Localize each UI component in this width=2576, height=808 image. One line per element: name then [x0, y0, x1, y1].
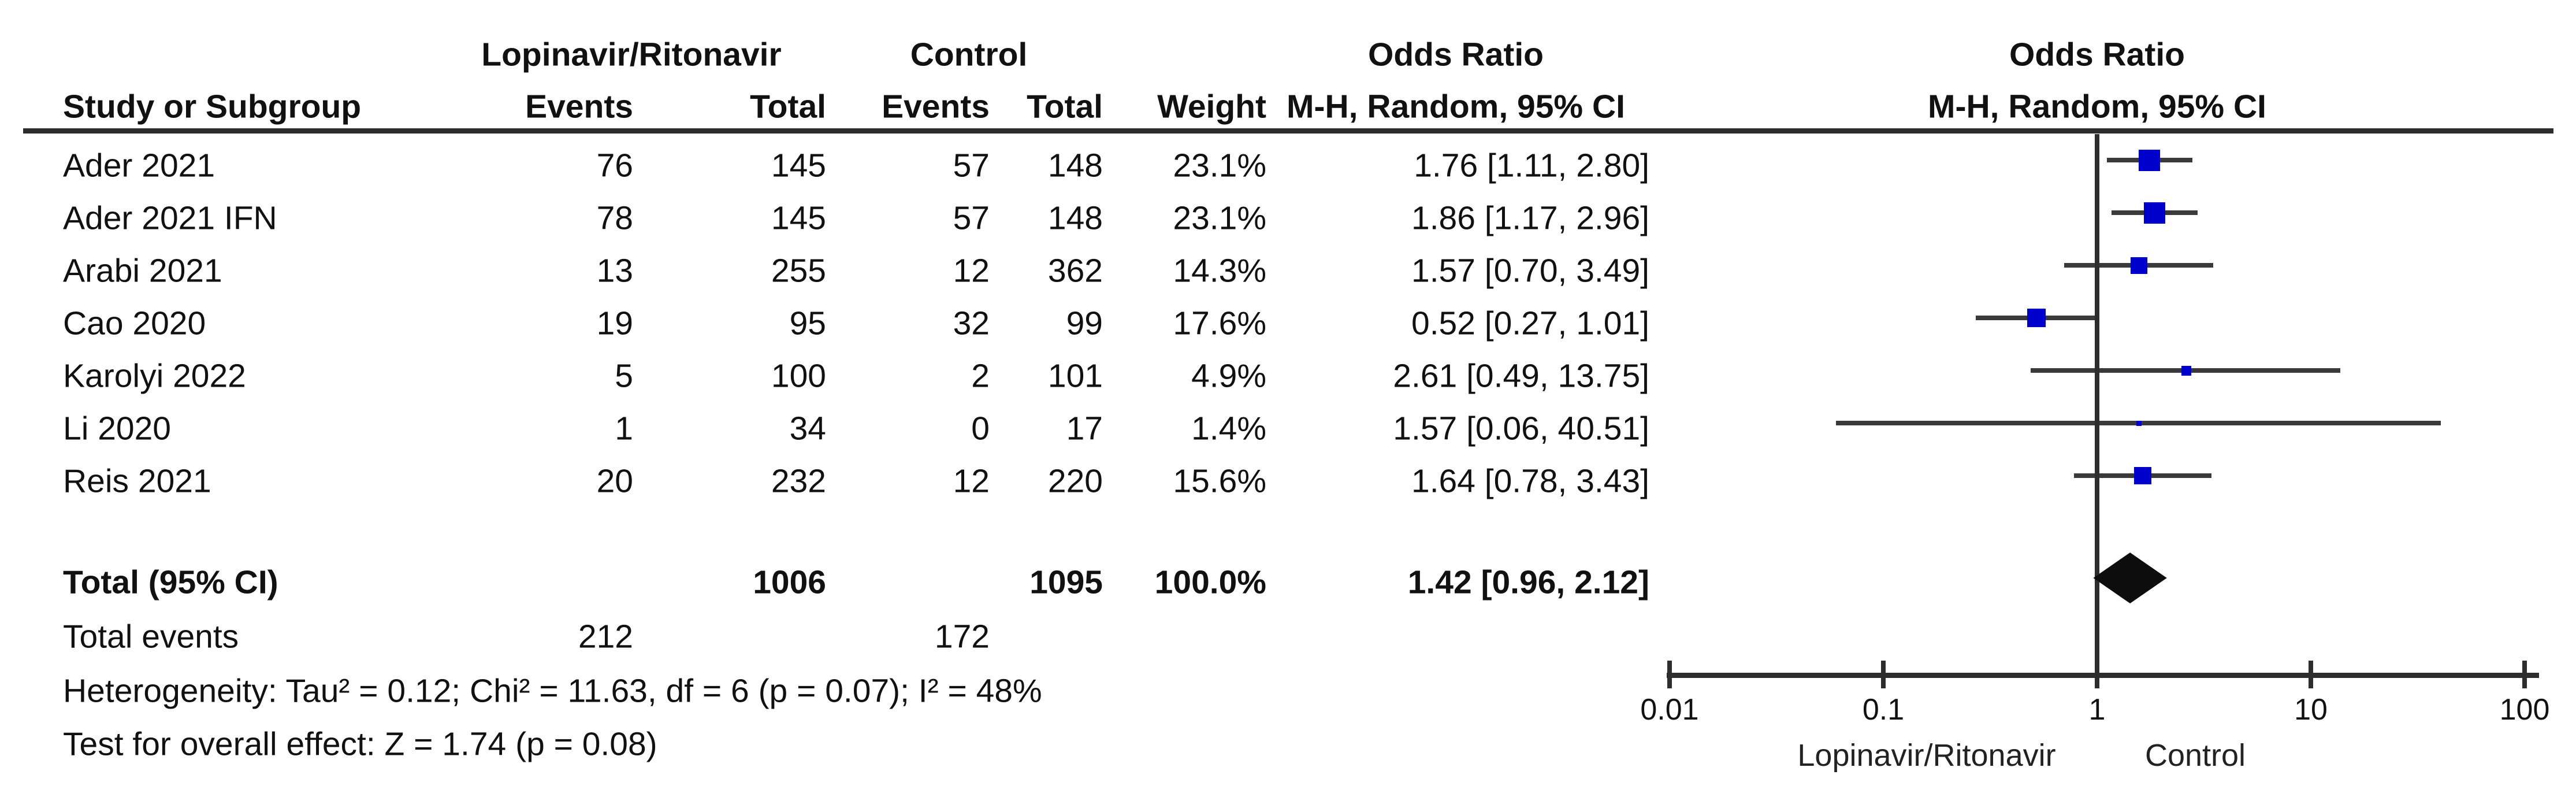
study-name: Reis 2021: [63, 462, 211, 500]
events-control-cell: 57: [953, 147, 990, 184]
events-control-cell: 32: [953, 305, 990, 342]
total-row-label: Total (95% CI): [63, 564, 278, 601]
favours-treatment-label: Lopinavir/Ritonavir: [1797, 738, 2056, 773]
col-header-total-treatment: Total: [750, 88, 826, 125]
summary-diamond: [2093, 553, 2167, 603]
total-events-control: 172: [934, 618, 990, 655]
or-ci-text-cell: 1.76 [1.11, 2.80]: [1414, 147, 1649, 184]
x-axis-tick-label: 1: [2088, 693, 2106, 727]
study-name: Cao 2020: [63, 305, 206, 342]
weight-cell: 23.1%: [1173, 199, 1266, 237]
study-name: Ader 2021: [63, 147, 215, 184]
heterogeneity-stats: Heterogeneity: Tau² = 0.12; Chi² = 11.63…: [63, 672, 1042, 710]
or-ci-text-cell: 1.57 [0.70, 3.49]: [1411, 252, 1649, 290]
events-control-cell: 12: [953, 462, 990, 500]
x-axis-tick-label: 0.01: [1640, 693, 1699, 727]
total-row-weight: 100.0%: [1154, 564, 1266, 601]
study-name: Karolyi 2022: [63, 357, 246, 395]
total-treatment-cell: 255: [771, 252, 826, 290]
col-header-total-control: Total: [1027, 88, 1103, 125]
overall-effect-test: Test for overall effect: Z = 1.74 (p = 0…: [63, 725, 657, 763]
weight-cell: 4.9%: [1191, 357, 1266, 395]
col-header-events-control: Events: [882, 88, 990, 125]
total-row-total-control: 1095: [1029, 564, 1103, 601]
or-column-title: Odds Ratio: [1367, 36, 1544, 73]
or-ci-text-cell: 1.57 [0.06, 40.51]: [1393, 410, 1649, 447]
or-ci-text-cell: 1.86 [1.17, 2.96]: [1411, 199, 1649, 237]
study-name: Ader 2021 IFN: [63, 199, 277, 237]
events-treatment-cell: 13: [596, 252, 633, 290]
total-control-cell: 148: [1047, 147, 1103, 184]
group-header-control: Control: [910, 36, 1028, 73]
events-treatment-cell: 5: [615, 357, 633, 395]
or-ci-text-cell: 2.61 [0.49, 13.75]: [1393, 357, 1649, 395]
study-name: Arabi 2021: [63, 252, 222, 290]
total-row-total-treatment: 1006: [753, 564, 826, 601]
effect-square: [2130, 257, 2147, 274]
header-divider-line: [23, 128, 2553, 134]
events-control-cell: 0: [971, 410, 990, 447]
total-events-treatment: 212: [578, 618, 633, 655]
total-control-cell: 220: [1047, 462, 1103, 500]
weight-cell: 23.1%: [1173, 147, 1266, 184]
col-header-events-treatment: Events: [525, 88, 633, 125]
total-control-cell: 362: [1047, 252, 1103, 290]
x-axis-tick: [1667, 661, 1672, 688]
effect-square: [2139, 149, 2161, 171]
events-treatment-cell: 1: [615, 410, 633, 447]
total-row-or-value: 1.42 [0.96, 2.12]: [1407, 564, 1649, 601]
plot-title: Odds Ratio: [2009, 36, 2185, 73]
col-header-study: Study or Subgroup: [63, 88, 362, 125]
x-axis-tick-label: 10: [2294, 693, 2328, 727]
study-name: Li 2020: [63, 410, 172, 447]
total-events-label: Total events: [63, 618, 239, 655]
effect-square: [2027, 309, 2046, 327]
total-control-cell: 99: [1066, 305, 1103, 342]
effect-square: [2134, 467, 2152, 484]
x-axis-tick-label: 100: [2499, 693, 2550, 727]
x-axis-line: [1667, 673, 2539, 678]
or-ci-text-cell: 1.64 [0.78, 3.43]: [1411, 462, 1649, 500]
or-ci-text-cell: 0.52 [0.27, 1.01]: [1411, 305, 1649, 342]
total-treatment-cell: 95: [789, 305, 826, 342]
x-axis-tick: [2522, 661, 2527, 688]
events-control-cell: 2: [971, 357, 990, 395]
total-control-cell: 17: [1066, 410, 1103, 447]
total-treatment-cell: 232: [771, 462, 826, 500]
effect-square: [2181, 365, 2191, 376]
weight-cell: 14.3%: [1173, 252, 1266, 290]
col-header-or-method: M-H, Random, 95% CI: [1287, 88, 1625, 125]
effect-square: [2136, 420, 2142, 426]
no-effect-vertical-line: [2095, 134, 2099, 688]
events-treatment-cell: 19: [596, 305, 633, 342]
events-treatment-cell: 76: [596, 147, 633, 184]
col-header-weight: Weight: [1157, 88, 1266, 125]
events-control-cell: 12: [953, 252, 990, 290]
total-control-cell: 101: [1047, 357, 1103, 395]
plot-method-subtitle: M-H, Random, 95% CI: [1928, 88, 2266, 125]
weight-cell: 1.4%: [1191, 410, 1266, 447]
effect-square: [2144, 202, 2166, 224]
total-treatment-cell: 100: [771, 357, 826, 395]
events-treatment-cell: 20: [596, 462, 633, 500]
x-axis-tick-label: 0.1: [1862, 693, 1905, 727]
total-treatment-cell: 145: [771, 147, 826, 184]
weight-cell: 17.6%: [1173, 305, 1266, 342]
total-control-cell: 148: [1047, 199, 1103, 237]
x-axis-tick: [2095, 661, 2099, 688]
events-control-cell: 57: [953, 199, 990, 237]
events-treatment-cell: 78: [596, 199, 633, 237]
total-treatment-cell: 145: [771, 199, 826, 237]
group-header-treatment: Lopinavir/Ritonavir: [481, 36, 782, 73]
x-axis-tick: [2309, 661, 2313, 688]
x-axis-tick: [1881, 661, 1886, 688]
weight-cell: 15.6%: [1173, 462, 1266, 500]
favours-control-label: Control: [2144, 738, 2246, 773]
total-treatment-cell: 34: [789, 410, 826, 447]
